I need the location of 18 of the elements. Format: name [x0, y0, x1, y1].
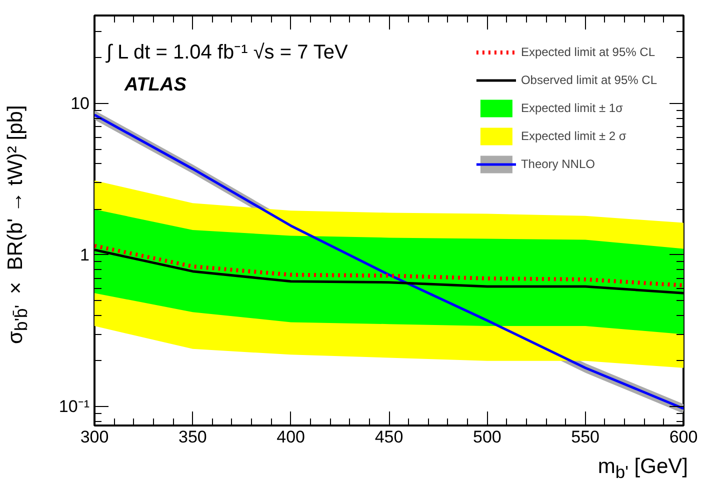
- y-tick-label: 1: [80, 245, 90, 264]
- legend-label: Expected limit at 95% CL: [520, 45, 655, 59]
- annotation: ATLAS: [124, 74, 187, 96]
- legend-label: Expected limit ± 1σ: [520, 101, 623, 115]
- x-tick-label: 600: [669, 428, 698, 446]
- y-tick-label: 10: [70, 94, 90, 113]
- legend-label: Expected limit ± 2 σ: [520, 129, 626, 143]
- x-tick-label: 300: [80, 428, 109, 446]
- x-tick-label: 500: [472, 428, 502, 446]
- annotation: ∫ L dt = 1.04 fb⁻¹ √s = 7 TeV: [106, 42, 349, 64]
- x-tick-label: 550: [571, 428, 600, 446]
- x-tick-label: 350: [178, 428, 207, 446]
- legend-label: Theory NNLO: [520, 157, 595, 171]
- x-axis-title: m$_{b'}$ [GeV]: [598, 455, 688, 482]
- x-tick-label: 450: [374, 428, 404, 446]
- y-tick-label: 10⁻¹: [58, 397, 90, 416]
- x-tick-label: 400: [276, 428, 306, 446]
- legend-label: Observed limit at 95% CL: [520, 73, 657, 87]
